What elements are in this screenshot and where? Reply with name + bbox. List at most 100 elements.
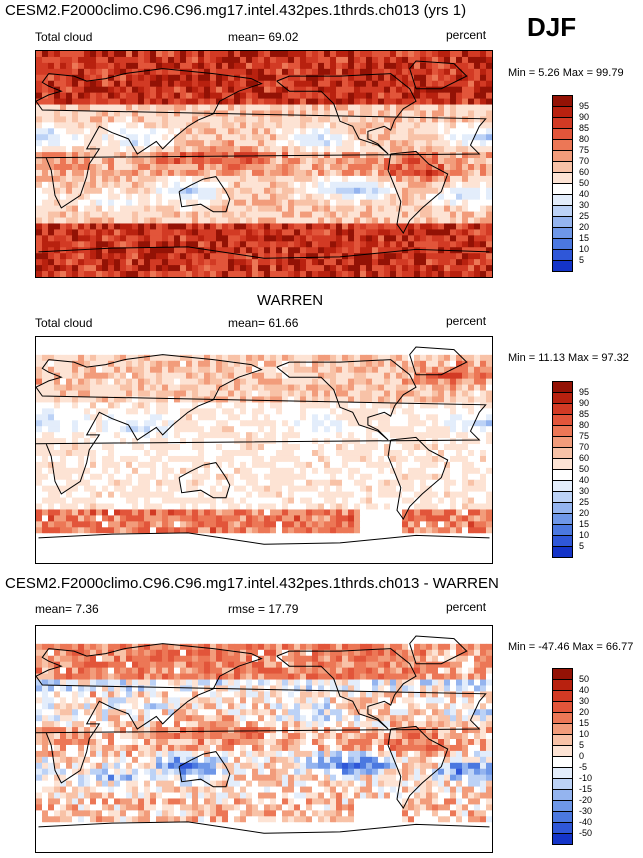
grid-cell <box>390 414 397 421</box>
grid-cell <box>426 104 433 111</box>
grid-cell <box>300 211 307 218</box>
grid-cell <box>204 164 211 171</box>
grid-cell <box>318 193 325 201</box>
grid-cell <box>210 62 217 70</box>
grid-cell <box>270 455 277 463</box>
grid-cell <box>150 229 157 236</box>
grid-cell <box>288 187 295 195</box>
grid-cell <box>420 396 427 403</box>
grid-cell <box>480 140 487 147</box>
grid-cell <box>402 467 409 475</box>
grid-cell <box>438 104 445 111</box>
grid-cell <box>102 187 109 195</box>
grid-cell <box>66 169 73 177</box>
grid-cell <box>132 366 139 374</box>
grid-cell <box>372 354 379 362</box>
grid-cell <box>294 247 301 254</box>
grid-cell <box>414 390 421 397</box>
grid-cell <box>90 461 97 469</box>
grid-cell <box>330 181 337 189</box>
grid-cell <box>210 205 217 212</box>
grid-cell <box>204 432 211 439</box>
grid-cell <box>42 342 49 350</box>
grid-cell <box>468 247 475 254</box>
grid-cell <box>114 51 121 58</box>
grid-cell <box>414 199 421 207</box>
grid-cell <box>240 271 247 277</box>
grid-cell <box>240 80 247 88</box>
grid-cell <box>456 110 463 117</box>
grid-cell <box>354 432 361 439</box>
grid-cell <box>486 444 492 451</box>
grid-cell <box>150 199 157 207</box>
grid-cell <box>90 181 97 189</box>
grid-cell <box>318 265 325 272</box>
grid-cell <box>48 175 55 183</box>
grid-cell <box>180 259 187 266</box>
grid-cell <box>294 98 301 105</box>
grid-cell <box>432 485 439 493</box>
grid-cell <box>60 56 67 64</box>
grid-cell <box>186 164 193 171</box>
grid-cell <box>156 175 163 183</box>
grid-cell <box>168 485 175 493</box>
grid-cell <box>192 116 199 123</box>
grid-cell <box>186 217 193 224</box>
grid-cell <box>396 128 403 135</box>
grid-cell <box>330 175 337 183</box>
grid-cell <box>216 205 223 212</box>
grid-cell <box>474 438 481 445</box>
grid-cell <box>444 444 451 451</box>
grid-cell <box>324 259 331 266</box>
grid-cell <box>420 62 427 70</box>
grid-cell <box>474 68 481 76</box>
grid-cell <box>204 104 211 111</box>
grid-cell <box>378 146 385 153</box>
grid-cell <box>474 217 481 224</box>
grid-cell <box>84 337 91 344</box>
grid-cell <box>258 205 265 212</box>
grid-cell <box>294 51 301 58</box>
grid-cell <box>384 80 391 88</box>
grid-cell <box>276 271 283 277</box>
grid-cell <box>438 342 445 350</box>
grid-cell <box>258 152 265 159</box>
grid-cell <box>318 461 325 469</box>
grid-cell <box>270 146 277 153</box>
grid-cell <box>150 158 157 165</box>
grid-cell <box>228 199 235 207</box>
grid-cell <box>222 164 229 171</box>
grid-cell <box>378 169 385 177</box>
grid-cell <box>342 450 349 457</box>
grid-cell <box>36 110 43 117</box>
grid-cell <box>438 217 445 224</box>
grid-cell <box>462 181 469 189</box>
grid-cell <box>456 116 463 123</box>
grid-cell <box>174 140 181 147</box>
grid-cell <box>444 128 451 135</box>
grid-cell <box>300 235 307 242</box>
grid-cell <box>78 354 85 362</box>
grid-cell <box>306 128 313 135</box>
grid-cell <box>360 348 367 356</box>
grid-cell <box>108 199 115 207</box>
grid-cell <box>162 199 169 207</box>
grid-cell <box>264 68 271 76</box>
grid-cell <box>426 199 433 207</box>
grid-cell <box>222 432 229 439</box>
grid-cell <box>330 461 337 469</box>
grid-cell <box>480 223 487 230</box>
grid-cell <box>78 342 85 350</box>
grid-cell <box>42 253 49 260</box>
grid-cell <box>156 223 163 230</box>
grid-cell <box>54 199 61 207</box>
grid-cell <box>276 205 283 212</box>
grid-cell <box>270 134 277 141</box>
grid-cell <box>126 86 133 94</box>
grid-cell <box>138 128 145 135</box>
grid-cell <box>216 92 223 99</box>
grid-cell <box>336 241 343 248</box>
grid-cell <box>102 241 109 248</box>
grid-cell <box>318 223 325 230</box>
grid-cell <box>264 360 271 368</box>
